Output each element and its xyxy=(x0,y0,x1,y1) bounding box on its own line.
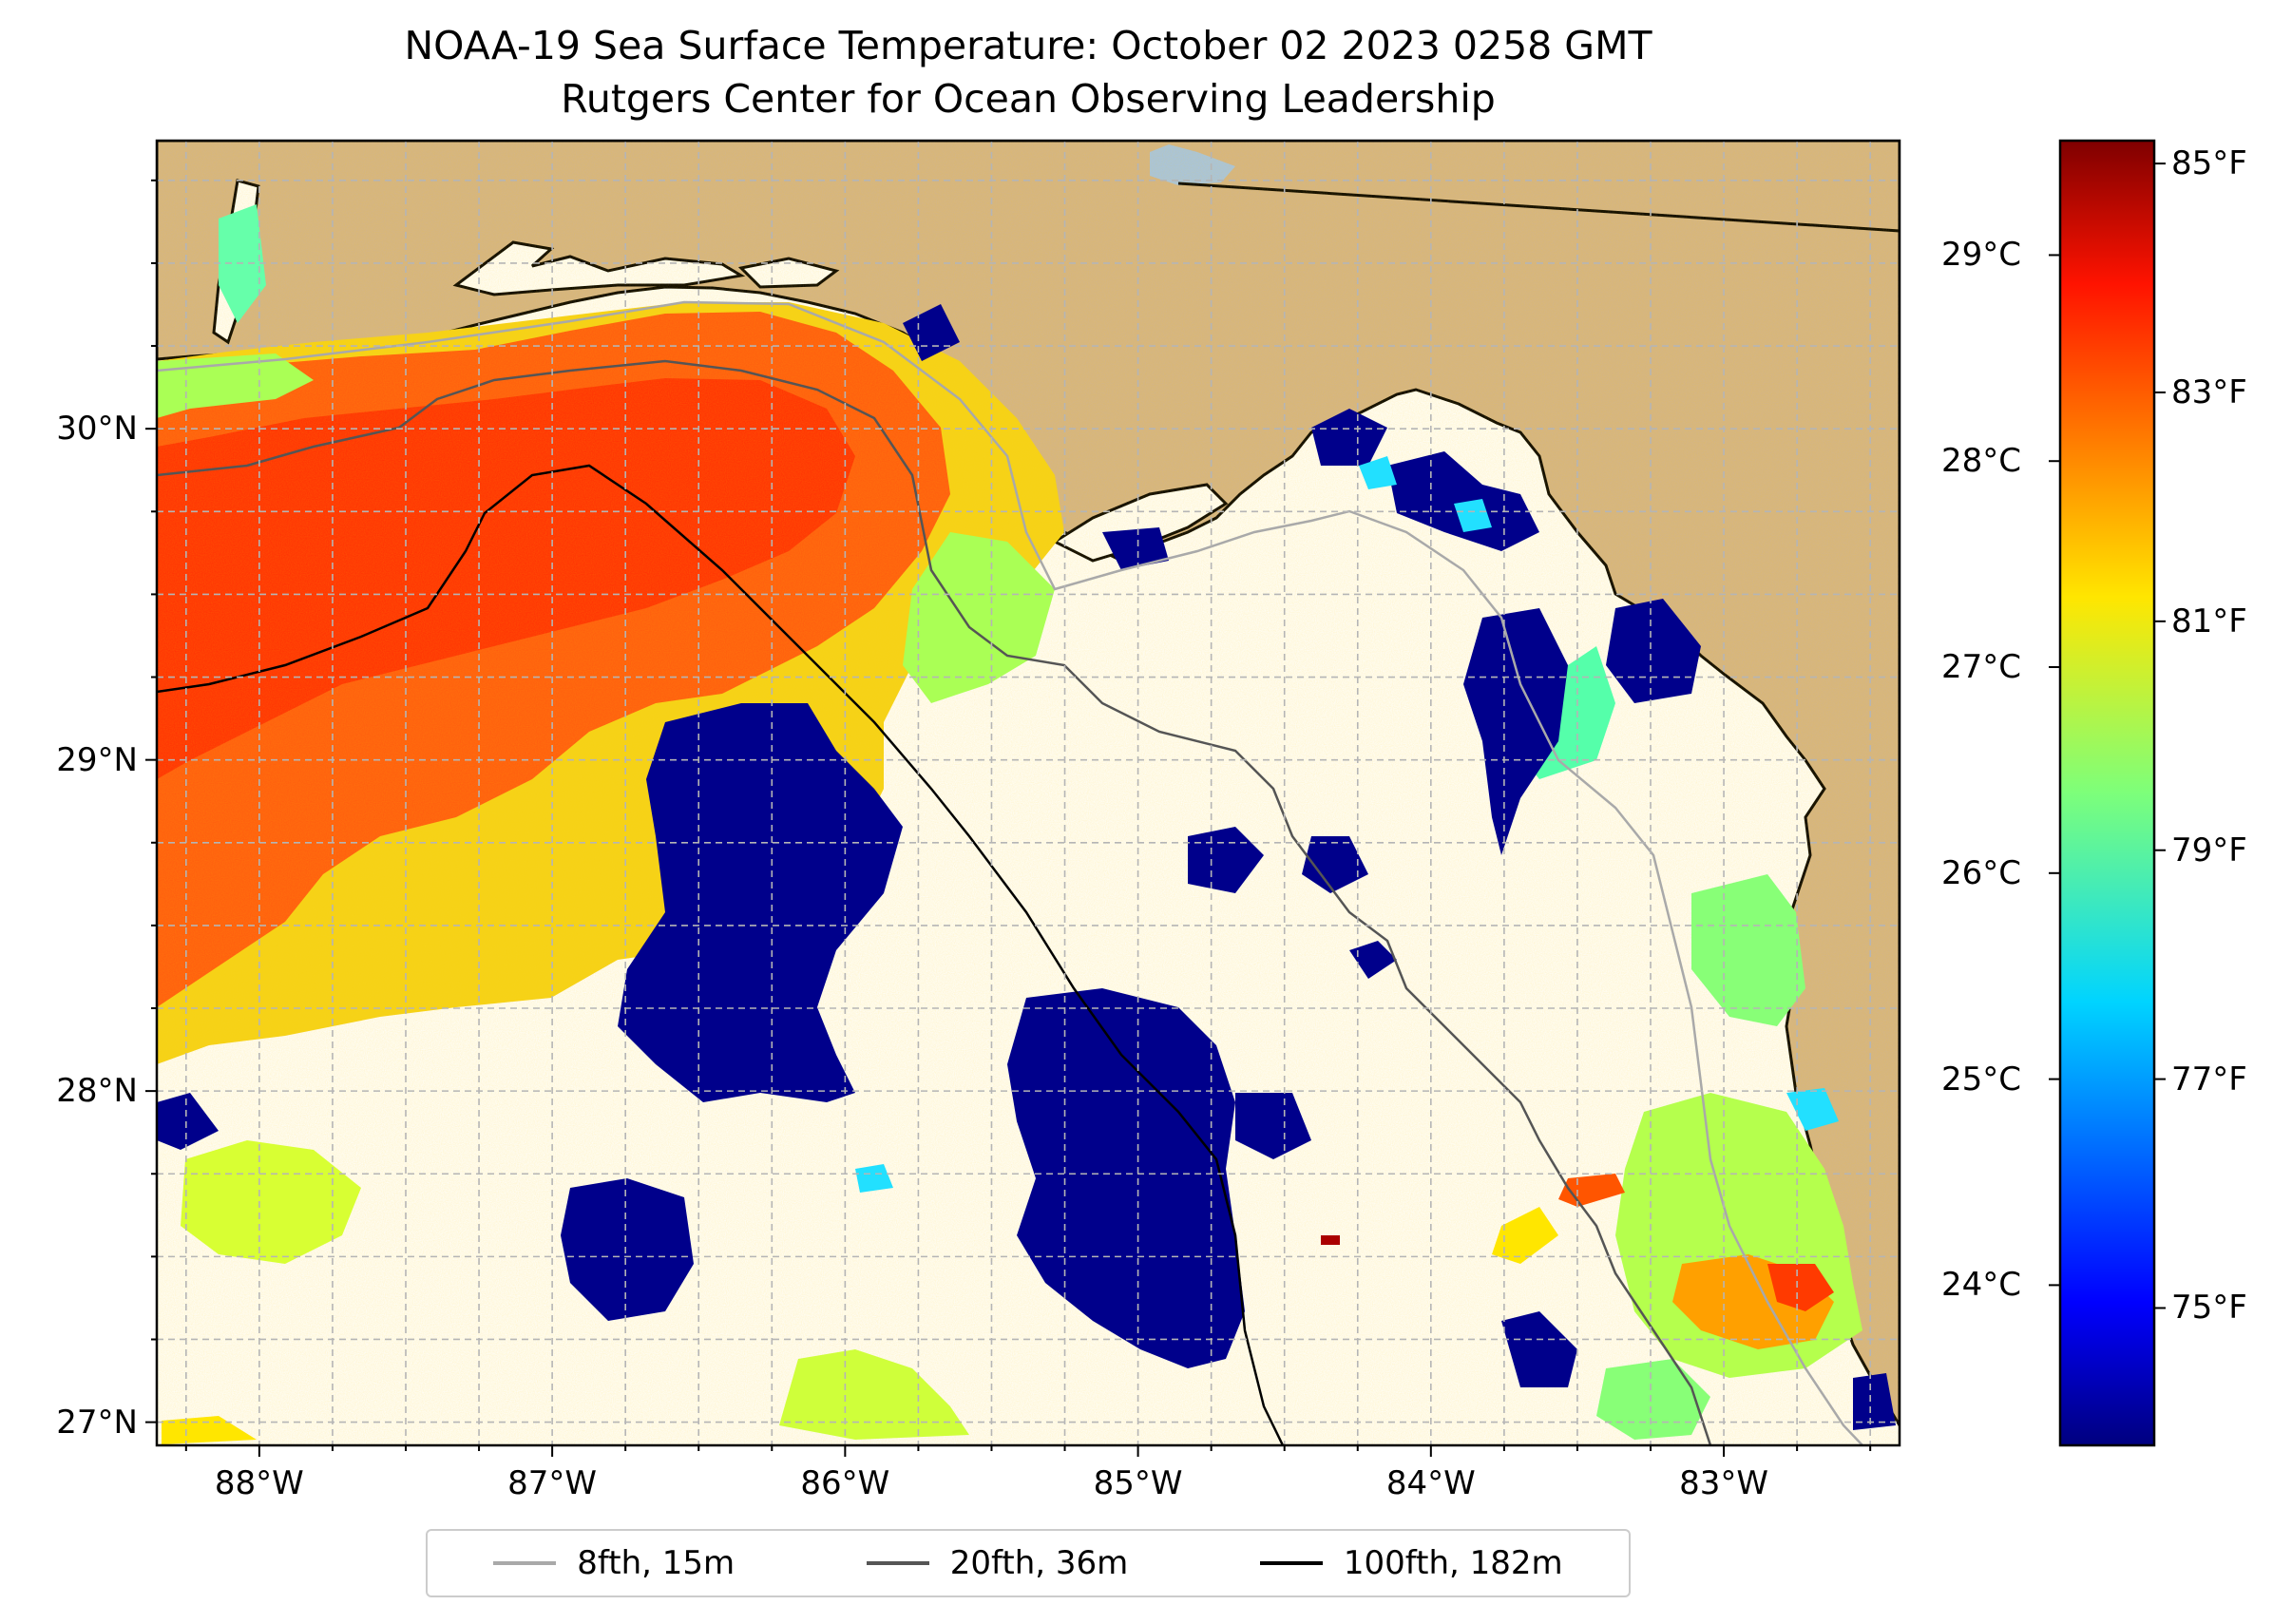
legend-line-20fth xyxy=(866,1561,929,1565)
legend-line-8fth xyxy=(493,1561,557,1565)
isobath-8fth xyxy=(157,300,1863,1445)
colorbar-c-label: 29°C xyxy=(1941,236,2022,275)
colorbar-c-label: 28°C xyxy=(1941,442,2022,481)
legend-item-100fth: 100fth, 182m xyxy=(1259,1544,1563,1582)
colorbar-c-label: 27°C xyxy=(1941,648,2022,687)
colorbar-f-label: 79°F xyxy=(2171,831,2247,869)
legend-label-100fth: 100fth, 182m xyxy=(1343,1544,1563,1582)
isobath-100fth xyxy=(157,464,1285,1445)
lon-tick-label: 84°W xyxy=(1385,1464,1476,1502)
colorbar-f-label: 85°F xyxy=(2171,144,2247,183)
colorbar-f-label: 81°F xyxy=(2171,602,2247,640)
map-frame xyxy=(155,139,1901,1447)
colorbar-f-label: 83°F xyxy=(2171,373,2247,411)
lat-tick-label: 27°N xyxy=(56,1403,138,1442)
map-gridlines xyxy=(157,141,1900,1445)
lat-tick-label: 30°N xyxy=(56,410,138,449)
colorbar-c-label: 24°C xyxy=(1941,1266,2022,1305)
isobath-legend: 8fth, 15m 20fth, 36m 100fth, 182m xyxy=(426,1529,1631,1597)
legend-label-20fth: 20fth, 36m xyxy=(949,1544,1129,1582)
colorbar-frame xyxy=(2058,139,2156,1447)
colorbar-c-label: 25°C xyxy=(1941,1060,2022,1099)
colorbar xyxy=(2060,141,2154,1445)
lon-tick-label: 86°W xyxy=(800,1464,890,1502)
legend-item-8fth: 8fth, 15m xyxy=(493,1544,735,1582)
legend-line-100fth xyxy=(1259,1561,1323,1565)
lon-tick-label: 87°W xyxy=(507,1464,598,1502)
isobath-20fth xyxy=(157,359,1712,1445)
sst-warm-coastal xyxy=(1321,1174,1834,1349)
colorbar-ticks xyxy=(2049,162,2166,1309)
colorbar-f-label: 75°F xyxy=(2171,1289,2247,1328)
lat-tick-label: 28°N xyxy=(56,1072,138,1111)
map-title: NOAA-19 Sea Surface Temperature: October… xyxy=(404,23,1652,68)
map-ticks xyxy=(145,179,1872,1457)
sst-cold-patches xyxy=(157,304,1896,1430)
map-plot-area xyxy=(157,141,1900,1445)
sst-cool-spots xyxy=(855,456,1839,1193)
legend-label-8fth: 8fth, 15m xyxy=(577,1544,735,1582)
legend-item-20fth: 20fth, 36m xyxy=(866,1544,1129,1582)
colorbar-c-label: 26°C xyxy=(1941,853,2022,892)
lon-tick-label: 85°W xyxy=(1093,1464,1183,1502)
sst-warm-band xyxy=(157,141,1900,1445)
colorbar-f-label: 77°F xyxy=(2171,1060,2247,1099)
lon-tick-label: 88°W xyxy=(214,1464,304,1502)
map-subtitle: Rutgers Center for Ocean Observing Leade… xyxy=(561,76,1496,122)
lon-tick-label: 83°W xyxy=(1679,1464,1768,1502)
lat-tick-label: 29°N xyxy=(56,740,138,779)
